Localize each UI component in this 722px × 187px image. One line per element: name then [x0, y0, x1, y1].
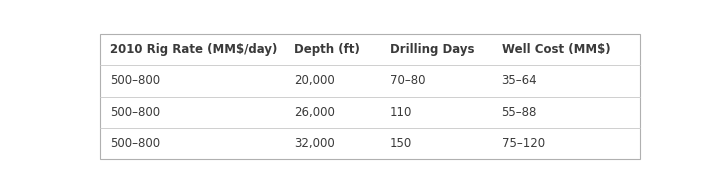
Text: 2010 Rig Rate (MM$/day): 2010 Rig Rate (MM$/day): [110, 43, 277, 56]
Text: 500–800: 500–800: [110, 74, 160, 88]
Text: 500–800: 500–800: [110, 106, 160, 119]
Text: Drilling Days: Drilling Days: [390, 43, 474, 56]
Text: 35–64: 35–64: [502, 74, 537, 88]
Text: 70–80: 70–80: [390, 74, 425, 88]
Text: 500–800: 500–800: [110, 137, 160, 150]
Text: 75–120: 75–120: [502, 137, 544, 150]
Text: 110: 110: [390, 106, 412, 119]
Text: 55–88: 55–88: [502, 106, 537, 119]
Text: Depth (ft): Depth (ft): [295, 43, 360, 56]
Text: 32,000: 32,000: [295, 137, 335, 150]
Text: 150: 150: [390, 137, 412, 150]
Bar: [100, 34, 640, 159]
Text: 26,000: 26,000: [295, 106, 335, 119]
Text: Well Cost (MM$): Well Cost (MM$): [502, 43, 610, 56]
Text: 20,000: 20,000: [295, 74, 335, 88]
